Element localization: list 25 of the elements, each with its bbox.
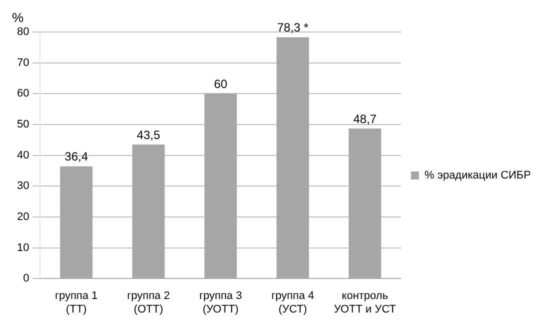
y-tick-label: 50 [16, 118, 30, 131]
x-tick-label: группа 3 (УОТТ) [199, 290, 242, 316]
data-label: 60 [214, 76, 228, 91]
bar [132, 144, 165, 278]
bar [276, 37, 310, 278]
y-tick-label: 10 [16, 242, 30, 254]
x-tick-label: группа 4 (УСТ) [271, 290, 314, 316]
x-tick-label: группа 1 (ТТ) [54, 290, 98, 316]
bar [60, 166, 93, 278]
data-label: 36,4 [64, 150, 88, 164]
y-tick-label: 40 [16, 149, 30, 162]
y-tick-label: 70 [16, 56, 30, 69]
y-tick-label: 30 [16, 180, 30, 192]
data-label: 48,7 [353, 112, 377, 126]
x-tick-label: группа 2 (ОТТ) [127, 290, 170, 316]
y-axis-title: % [12, 10, 24, 26]
bar [348, 128, 382, 278]
data-label: 78,3 * [277, 20, 309, 35]
y-tick-label: 0 [23, 272, 30, 285]
y-tick-label: 20 [16, 210, 30, 223]
bar [204, 94, 237, 278]
y-tick-label: 60 [16, 88, 30, 100]
y-tick-label: 80 [16, 26, 30, 38]
x-tick-label: контроль УОТТ и УСТ [334, 290, 396, 316]
data-label: 43,5 [136, 128, 160, 142]
